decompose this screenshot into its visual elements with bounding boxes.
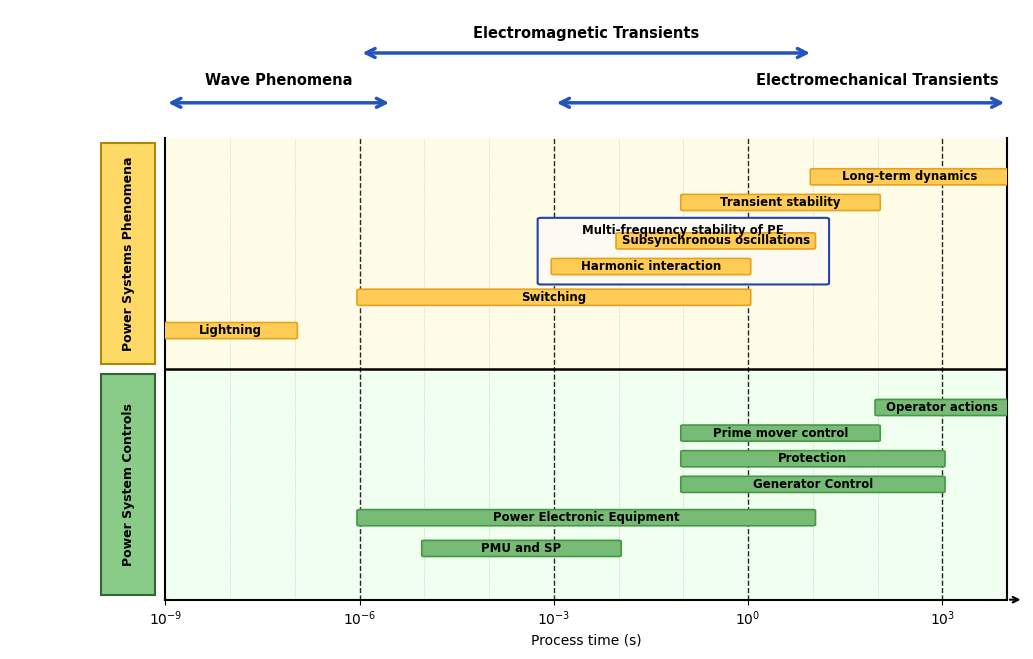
FancyBboxPatch shape [681, 476, 945, 492]
FancyBboxPatch shape [552, 258, 751, 275]
Text: Wave Phenomena: Wave Phenomena [205, 73, 352, 88]
Text: Electromagnetic Transients: Electromagnetic Transients [473, 26, 699, 41]
Text: Long-term dynamics: Long-term dynamics [842, 170, 977, 183]
FancyBboxPatch shape [681, 451, 945, 467]
Bar [165, 138, 1007, 369]
Text: Subsynchronous oscillations: Subsynchronous oscillations [622, 235, 810, 247]
FancyBboxPatch shape [875, 399, 1010, 416]
Text: Power Electronic Equipment: Power Electronic Equipment [493, 511, 680, 524]
FancyBboxPatch shape [810, 169, 1010, 185]
Bar [165, 369, 1007, 600]
FancyBboxPatch shape [101, 374, 155, 595]
Text: Lightning: Lightning [198, 324, 261, 337]
Text: Operator actions: Operator actions [886, 401, 998, 414]
Text: Protection: Protection [778, 452, 847, 465]
FancyBboxPatch shape [616, 233, 815, 249]
FancyBboxPatch shape [537, 218, 829, 285]
FancyBboxPatch shape [681, 425, 880, 441]
FancyBboxPatch shape [681, 194, 880, 210]
Text: PMU and SP: PMU and SP [481, 542, 562, 555]
Text: Transient stability: Transient stability [720, 196, 841, 209]
FancyBboxPatch shape [101, 143, 155, 364]
Text: Generator Control: Generator Control [753, 478, 873, 491]
FancyBboxPatch shape [357, 509, 815, 526]
Text: Power Systems Phenomena: Power Systems Phenomena [122, 156, 134, 351]
Text: Multi-frequency stability of PE: Multi-frequency stability of PE [583, 224, 784, 237]
Text: Switching: Switching [522, 291, 587, 304]
FancyBboxPatch shape [162, 322, 298, 339]
FancyBboxPatch shape [357, 289, 751, 305]
FancyBboxPatch shape [421, 540, 621, 556]
X-axis label: Process time (s): Process time (s) [531, 633, 641, 648]
Text: Harmonic interaction: Harmonic interaction [581, 260, 721, 273]
Text: Power System Controls: Power System Controls [122, 403, 134, 566]
Text: Prime mover control: Prime mover control [713, 426, 848, 440]
Text: Electromechanical Transients: Electromechanical Transients [756, 73, 999, 88]
